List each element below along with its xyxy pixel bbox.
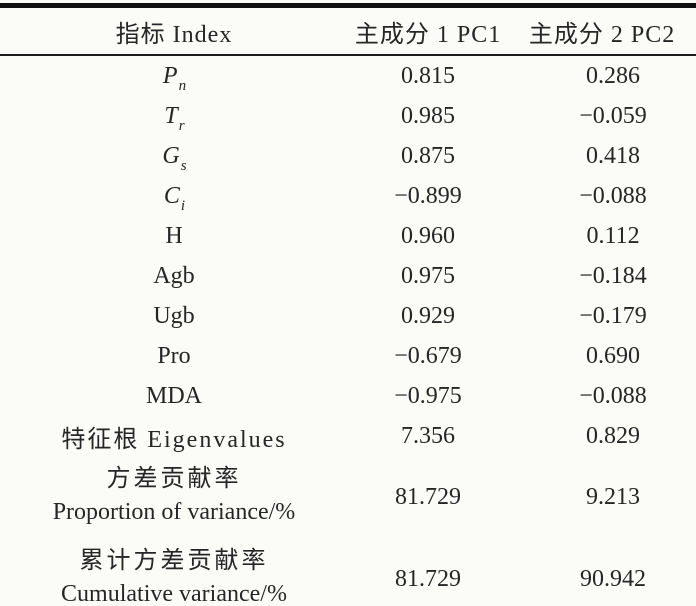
pca-loadings-table: 指标 Index 主成分 1 PC1 主成分 2 PC2 Pn 0.815 0.… <box>0 3 696 606</box>
table-row-pn: Pn 0.815 0.286 <box>0 55 696 96</box>
row-label: 特征根 Eigenvalues <box>61 426 287 453</box>
pc2-value: 90.942 <box>580 565 647 592</box>
row-label: P <box>162 62 178 89</box>
pc1-value: 0.960 <box>401 222 456 249</box>
table-row-h: H 0.960 0.112 <box>0 216 696 256</box>
table-row-ugb: Ugb 0.929 −0.179 <box>0 296 696 336</box>
row-label: Ugb <box>153 302 195 329</box>
table-row-gs: Gs 0.875 0.418 <box>0 136 696 176</box>
row-label: C <box>163 182 180 209</box>
pc2-value: 0.690 <box>586 342 641 369</box>
row-label-cell: Ugb <box>0 296 348 336</box>
row-label-subscript: s <box>180 158 187 175</box>
pc2-value: −0.088 <box>579 382 647 409</box>
row-label-cell: Tr <box>0 96 348 136</box>
pc2-value: −0.088 <box>579 182 647 209</box>
pc2-value: 0.829 <box>586 422 641 449</box>
table-row-agb: Agb 0.975 −0.184 <box>0 256 696 296</box>
row-label-cell: Pro <box>0 336 348 376</box>
row-label-cell: Ci <box>0 176 348 216</box>
pc1-value: 0.875 <box>401 142 456 169</box>
row-label-subscript: n <box>178 78 187 95</box>
row-label-zh: 累计方差贡献率 <box>79 548 269 574</box>
pc1-value: 0.815 <box>401 62 456 89</box>
pc1-value: −0.899 <box>394 182 462 209</box>
row-label-en: Proportion of variance/% <box>52 499 296 525</box>
table-row-pro: Pro −0.679 0.690 <box>0 336 696 376</box>
pc1-value: −0.679 <box>394 342 462 369</box>
pc2-value: 0.112 <box>586 222 640 249</box>
table-row-tr: Tr 0.985 −0.059 <box>0 96 696 136</box>
row-label-cell: Gs <box>0 136 348 176</box>
row-label-subscript: i <box>180 198 186 215</box>
row-label-cell: Agb <box>0 256 348 296</box>
pc1-value: 81.729 <box>395 483 462 510</box>
pc1-value: 0.985 <box>401 102 456 129</box>
row-label: T <box>164 102 178 129</box>
header-row: 指标 Index 主成分 1 PC1 主成分 2 PC2 <box>0 5 696 56</box>
row-label-cell: Pn <box>0 55 348 96</box>
table-row-ci: Ci −0.899 −0.088 <box>0 176 696 216</box>
table-row-cumulative-variance: 累计方差贡献率 Cumulative variance/% 81.729 90.… <box>0 538 696 606</box>
table-row-mda: MDA −0.975 −0.088 <box>0 376 696 416</box>
row-label: G <box>162 142 180 169</box>
pc1-value: 81.729 <box>395 565 462 592</box>
row-label: MDA <box>145 382 202 409</box>
row-label-cell: 特征根 Eigenvalues <box>0 416 348 456</box>
row-label-cell: 方差贡献率 Proportion of variance/% <box>0 456 348 538</box>
row-label: Pro <box>157 342 191 369</box>
row-label: H <box>165 222 183 249</box>
pc2-value: −0.184 <box>579 262 647 289</box>
pc1-value: −0.975 <box>394 382 462 409</box>
pc2-value: 0.286 <box>586 62 641 89</box>
row-label: Agb <box>153 262 195 289</box>
pc1-value: 7.356 <box>401 422 456 449</box>
col-header-pc1: 主成分 1 PC1 <box>348 5 509 56</box>
pc2-value: 9.213 <box>586 483 641 510</box>
row-label-en: Cumulative variance/% <box>61 581 287 606</box>
pc2-value: 0.418 <box>586 142 641 169</box>
row-label-zh: 方差贡献率 <box>106 466 242 492</box>
table-row-proportion-of-variance: 方差贡献率 Proportion of variance/% 81.729 9.… <box>0 456 696 538</box>
row-label-cell: 累计方差贡献率 Cumulative variance/% <box>0 538 348 606</box>
pc1-value: 0.975 <box>401 262 456 289</box>
row-label-cell: H <box>0 216 348 256</box>
pc1-value: 0.929 <box>401 302 456 329</box>
pc2-value: −0.179 <box>579 302 647 329</box>
row-label-cell: MDA <box>0 376 348 416</box>
pc2-value: −0.059 <box>579 102 647 129</box>
table-row-eigenvalues: 特征根 Eigenvalues 7.356 0.829 <box>0 416 696 456</box>
col-header-pc2: 主成分 2 PC2 <box>508 5 696 56</box>
col-header-index: 指标 Index <box>0 5 348 56</box>
row-label-subscript: r <box>178 118 185 135</box>
